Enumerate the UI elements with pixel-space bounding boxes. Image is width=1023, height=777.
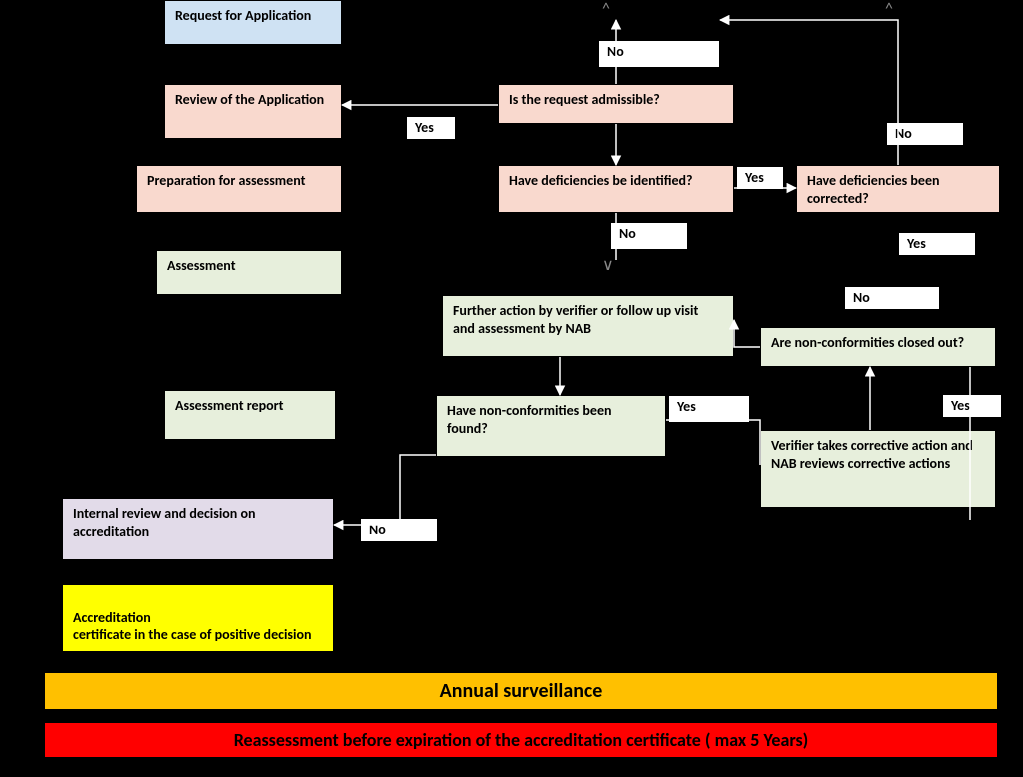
label-text: No (607, 43, 624, 60)
node-text: Assessment report (175, 397, 283, 414)
label-text: No (895, 125, 912, 142)
label-yes-admissible: Yes (406, 116, 456, 140)
label-yes-closed: Yes (942, 394, 1002, 418)
node-text: Request for Application (175, 7, 311, 24)
node-nonconf-closed: Are non-conformities closed out? (760, 327, 996, 367)
node-deficiencies-corrected: Have deficiencies been corrected? (796, 165, 1000, 213)
node-further-action: Further action by verifier or follow up … (442, 295, 734, 357)
node-text: Have deficiencies been corrected? (807, 172, 940, 207)
edge-corrected-no-up (720, 20, 898, 165)
node-text: Preparation for assessment (147, 172, 305, 189)
node-text: Have non-conformities been found? (447, 402, 612, 437)
banner-text: Reassessment before expiration of the ac… (234, 729, 809, 751)
node-text: Verifier takes corrective action and NAB… (771, 437, 973, 472)
node-text: Review of the Application (175, 91, 324, 108)
edge-found-no-to-review-line (334, 455, 436, 525)
node-assessment: Assessment (156, 250, 342, 295)
label-text: Yes (415, 119, 434, 136)
label-no-found: No (360, 518, 438, 542)
label-text: Yes (951, 397, 970, 414)
node-review-application: Review of the Application (164, 84, 342, 139)
label-yes-found: Yes (668, 395, 750, 423)
node-text: Have deficiencies be identified? (509, 172, 693, 189)
node-preparation-assessment: Preparation for assessment (136, 165, 342, 213)
banner-text: Annual surveillance (440, 679, 603, 703)
node-text: Further action by verifier or follow up … (453, 302, 698, 337)
edge-found-yes-right (666, 420, 760, 465)
label-text: No (853, 289, 870, 306)
label-text: Yes (907, 235, 926, 252)
node-text: Are non-conformities closed out? (771, 334, 964, 351)
label-no-closed: No (844, 286, 940, 310)
node-internal-review: Internal review and decision on accredit… (62, 498, 334, 560)
label-no-top: No (598, 40, 720, 68)
node-text: Is the request admissible? (509, 91, 660, 108)
node-admissible: Is the request admissible? (498, 84, 734, 124)
label-text: Yes (745, 169, 764, 186)
node-deficiencies-identified: Have deficiencies be identified? (498, 165, 734, 213)
node-accreditation-cert: Accreditation certificate in the case of… (62, 584, 334, 652)
label-yes-corrected: Yes (898, 232, 976, 256)
label-no-corrected: No (886, 122, 964, 146)
caret-icon: ∨ (602, 255, 614, 275)
banner-reassessment: Reassessment before expiration of the ac… (44, 722, 998, 758)
caret-icon: ^ (885, 0, 893, 19)
label-no-identified: No (610, 222, 688, 250)
node-nonconf-found: Have non-conformities been found? (436, 395, 666, 457)
label-text: Yes (677, 398, 696, 415)
label-yes-identified: Yes (736, 166, 784, 190)
node-verifier-corrective: Verifier takes corrective action and NAB… (760, 430, 996, 508)
node-text: Assessment (167, 257, 236, 274)
node-assessment-report: Assessment report (164, 390, 336, 440)
node-text: Internal review and decision on accredit… (73, 505, 256, 540)
node-text: Accreditation certificate in the case of… (73, 609, 311, 644)
banner-annual-surveillance: Annual surveillance (44, 672, 998, 710)
label-text: No (369, 521, 386, 538)
node-request-application: Request for Application (164, 0, 342, 45)
edge-closed-no-to-further (734, 320, 760, 347)
label-text: No (619, 225, 636, 242)
caret-icon: ^ (602, 0, 610, 19)
